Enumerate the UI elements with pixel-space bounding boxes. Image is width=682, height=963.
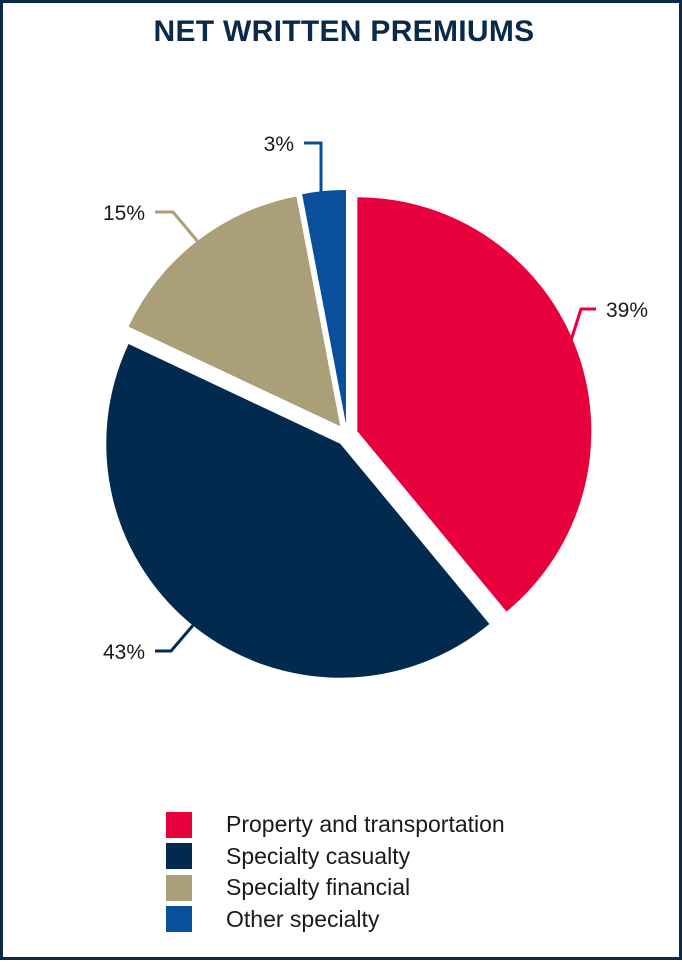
legend-item-specialty-financial: Specialty financial [166,872,505,904]
legend: Property and transportation Specialty ca… [166,809,505,935]
leader-line [155,615,203,653]
data-label: 43% [103,641,145,664]
data-label: 3% [264,133,294,156]
legend-swatch [166,874,192,901]
pie-slice-specialty-casualty [106,344,490,678]
legend-swatch [166,843,192,870]
legend-item-property-and-transportation: Property and transportation [166,809,505,841]
legend-label: Other specialty [226,905,380,932]
leader-line [566,307,596,351]
chart-title: NET WRITTEN PREMIUMS [153,15,535,48]
legend-label: Property and transportation [226,811,505,838]
pie-slice-specialty-financial [128,196,341,427]
leader-line [155,210,201,244]
pie-slice-property-and-transportation [357,197,592,612]
pie-chart: 39% 43% 15% 3% [103,133,648,678]
pie-slice-other-specialty [302,190,346,425]
data-label: 39% [606,299,648,322]
legend-label: Specialty casualty [226,842,411,869]
legend-label: Specialty financial [226,874,411,901]
leader-line [304,141,323,192]
data-label: 15% [103,202,145,225]
legend-item-specialty-casualty: Specialty casualty [166,841,505,873]
legend-item-other-specialty: Other specialty [166,904,505,936]
legend-swatch [166,811,192,838]
legend-swatch [166,906,192,933]
